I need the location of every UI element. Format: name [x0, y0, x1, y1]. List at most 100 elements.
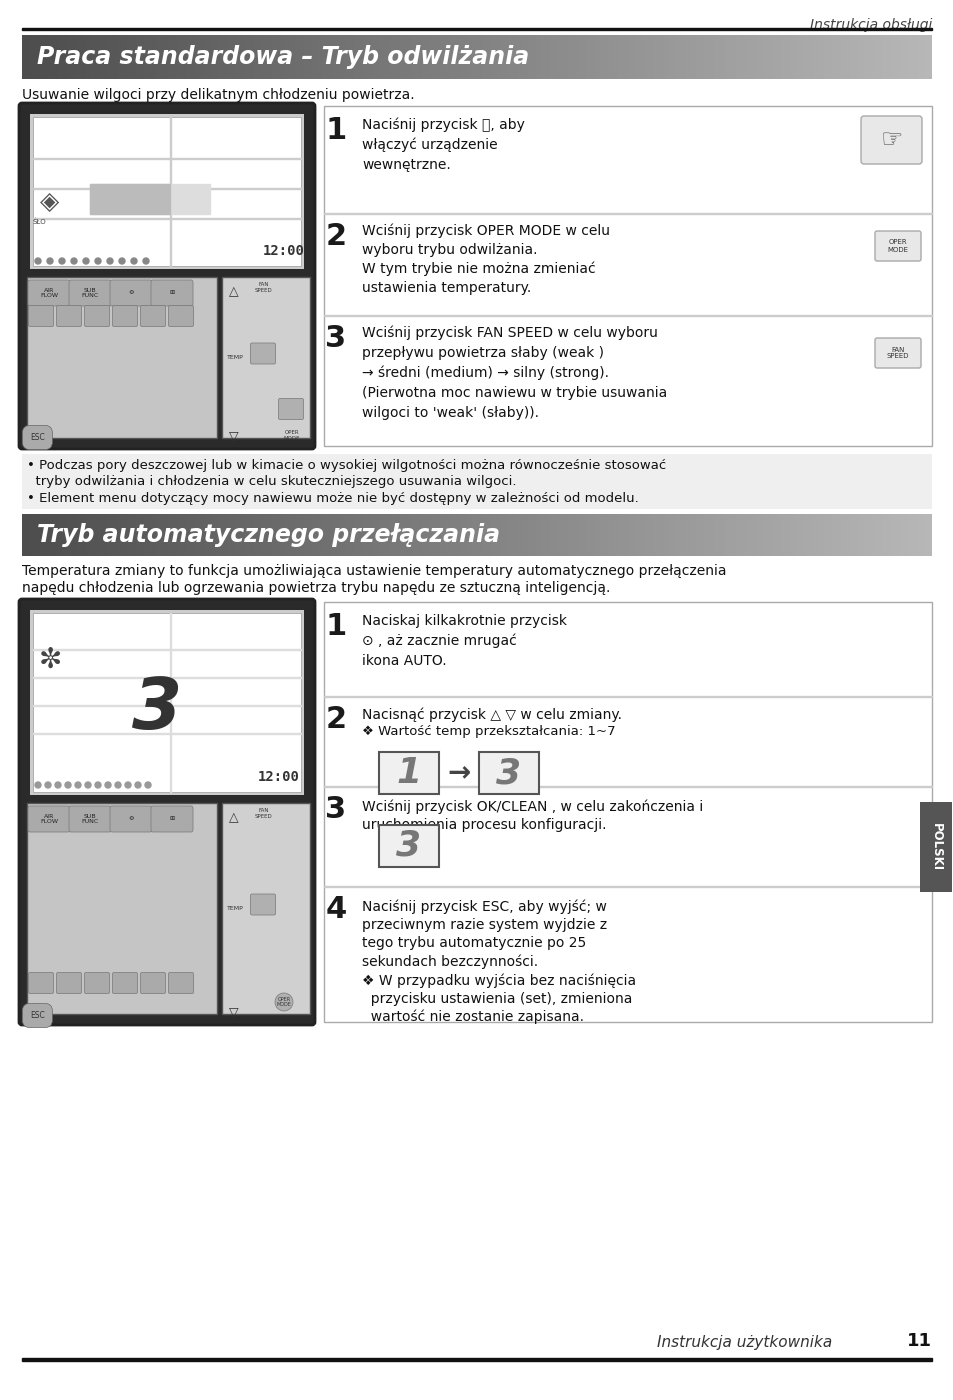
Circle shape: [135, 783, 141, 788]
Bar: [585, 35, 591, 78]
Bar: [181, 514, 186, 556]
Bar: [112, 35, 118, 78]
Text: 1: 1: [325, 116, 346, 146]
Bar: [53, 35, 59, 78]
Bar: [454, 35, 458, 78]
Bar: [268, 514, 273, 556]
Bar: [667, 35, 673, 78]
Bar: [94, 35, 100, 78]
Bar: [640, 514, 645, 556]
Bar: [613, 35, 618, 78]
Bar: [340, 35, 345, 78]
Bar: [445, 514, 450, 556]
Bar: [358, 35, 363, 78]
Bar: [504, 514, 509, 556]
Bar: [585, 514, 591, 556]
Bar: [408, 35, 414, 78]
Bar: [744, 35, 750, 78]
Bar: [191, 514, 195, 556]
Bar: [785, 514, 791, 556]
Bar: [777, 35, 781, 78]
Bar: [304, 514, 309, 556]
Bar: [900, 514, 904, 556]
Text: ❖ Wartość temp przekształcania: 1~7: ❖ Wartość temp przekształcania: 1~7: [361, 725, 615, 738]
Bar: [818, 35, 822, 78]
Bar: [222, 277, 310, 438]
Bar: [417, 35, 422, 78]
Bar: [76, 35, 82, 78]
Bar: [381, 35, 386, 78]
Bar: [685, 35, 691, 78]
Bar: [736, 35, 740, 78]
Text: Praca standardowa – Tryb odwilżania: Praca standardowa – Tryb odwilżania: [37, 45, 529, 69]
Bar: [558, 35, 563, 78]
Bar: [599, 514, 604, 556]
Bar: [572, 35, 577, 78]
Bar: [595, 35, 599, 78]
Text: przycisku ustawienia (set), zmieniona: przycisku ustawienia (set), zmieniona: [361, 991, 632, 1005]
Bar: [135, 514, 141, 556]
Text: 2: 2: [325, 706, 346, 734]
Bar: [867, 35, 872, 78]
Bar: [172, 514, 177, 556]
Bar: [431, 514, 436, 556]
Bar: [885, 35, 891, 78]
Bar: [135, 35, 141, 78]
Bar: [517, 35, 522, 78]
Bar: [408, 514, 414, 556]
Bar: [590, 514, 596, 556]
Bar: [622, 514, 627, 556]
Bar: [30, 113, 304, 269]
Bar: [859, 514, 863, 556]
Bar: [33, 118, 301, 266]
Bar: [276, 514, 281, 556]
Bar: [486, 35, 491, 78]
Bar: [263, 514, 268, 556]
Bar: [76, 514, 82, 556]
Bar: [72, 35, 77, 78]
Bar: [253, 35, 259, 78]
Bar: [926, 514, 931, 556]
Bar: [276, 35, 281, 78]
Bar: [476, 514, 481, 556]
Bar: [744, 514, 750, 556]
Bar: [759, 35, 763, 78]
Bar: [818, 514, 822, 556]
Bar: [140, 35, 145, 78]
Bar: [885, 514, 891, 556]
Bar: [378, 825, 438, 867]
Bar: [859, 35, 863, 78]
Bar: [191, 35, 195, 78]
Bar: [567, 35, 573, 78]
Bar: [731, 35, 736, 78]
Bar: [762, 35, 768, 78]
Bar: [58, 35, 64, 78]
Bar: [854, 35, 859, 78]
Bar: [117, 35, 123, 78]
Text: uruchomienia procesu konfiguracji.: uruchomienia procesu konfiguracji.: [361, 818, 606, 832]
Bar: [168, 514, 172, 556]
Bar: [217, 35, 222, 78]
Bar: [458, 514, 463, 556]
Bar: [327, 35, 332, 78]
Bar: [813, 514, 818, 556]
Bar: [762, 514, 768, 556]
Bar: [922, 35, 927, 78]
FancyBboxPatch shape: [169, 973, 193, 994]
Bar: [317, 514, 322, 556]
Bar: [140, 514, 145, 556]
Text: Usuwanie wilgoci przy delikatnym chłodzeniu powietrza.: Usuwanie wilgoci przy delikatnym chłodze…: [22, 88, 415, 102]
Bar: [186, 514, 191, 556]
Text: 3: 3: [325, 323, 346, 353]
Bar: [294, 514, 300, 556]
Circle shape: [119, 258, 125, 265]
FancyBboxPatch shape: [69, 280, 111, 307]
Text: 1: 1: [396, 756, 421, 790]
Bar: [431, 35, 436, 78]
Bar: [672, 514, 677, 556]
Bar: [258, 35, 263, 78]
Bar: [313, 514, 318, 556]
Bar: [150, 35, 154, 78]
Bar: [104, 514, 109, 556]
Bar: [290, 35, 295, 78]
